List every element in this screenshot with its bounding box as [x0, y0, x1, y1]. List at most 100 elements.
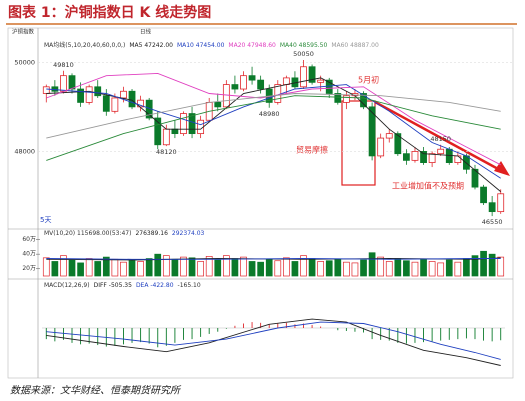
volume-bar — [420, 258, 427, 277]
y-tick-label: 20万 — [22, 265, 36, 272]
annotation: 工业增加值不及预期 — [392, 181, 464, 191]
annotation: 5天 — [40, 216, 51, 224]
candle-body — [137, 99, 145, 108]
volume-bar — [428, 261, 436, 277]
candle-body — [411, 151, 419, 161]
volume-bar — [480, 250, 487, 277]
volume-bar — [385, 261, 393, 277]
volume-bar — [317, 261, 325, 277]
y-tick-label: 40万 — [22, 251, 36, 258]
volume-bar — [102, 256, 110, 277]
volume-bar — [137, 261, 144, 277]
volume-bar — [265, 258, 273, 277]
candle-body — [317, 79, 325, 83]
header-item: MACD(12,26,9) — [44, 282, 90, 289]
candle-body — [180, 113, 187, 135]
candle-body — [480, 186, 487, 204]
candle-body — [334, 93, 342, 103]
volume-bar — [162, 255, 170, 277]
volume-bar — [497, 256, 505, 277]
arrow-head — [494, 161, 510, 176]
volume-bar — [188, 257, 196, 277]
candle-body — [257, 79, 265, 90]
candle-body — [240, 75, 247, 90]
trend-arrow — [374, 100, 501, 172]
candle-body — [77, 88, 84, 103]
volume-bar — [197, 261, 204, 277]
volume-bar — [437, 262, 445, 277]
period: 日线 — [140, 28, 152, 36]
candle-body — [188, 113, 196, 135]
volume-bar — [411, 261, 419, 277]
volume-bar — [222, 255, 230, 277]
volume-bar — [154, 253, 162, 277]
header-item: MV(10,20) 115698.00(53:47) — [44, 230, 131, 237]
volume-bar — [454, 261, 462, 277]
candle-body — [162, 128, 170, 146]
line — [46, 72, 501, 166]
price-label: 48980 — [259, 110, 280, 118]
header-item: MA20 47948.60 — [228, 42, 276, 49]
header-item: MA5 47242.00 — [129, 42, 173, 49]
line — [46, 257, 501, 261]
volume-bar — [205, 256, 213, 277]
volume-bar — [85, 258, 93, 277]
candle-body — [231, 84, 239, 90]
price-label: 50050 — [293, 50, 314, 58]
volume-bar — [394, 258, 402, 277]
candle-body — [437, 148, 445, 155]
frame — [7, 27, 514, 379]
header-item: MA40 48595.50 — [280, 42, 328, 49]
volume-bar — [257, 261, 264, 277]
candle-body — [377, 137, 385, 157]
header-item: DEA -422.80 — [136, 282, 174, 289]
volume-bar — [368, 252, 376, 277]
candle-body — [248, 75, 256, 81]
candle-body — [394, 133, 402, 155]
panel-header: MACD(12,26,9) DIFF -505.35 DEA -422.80 -165… — [44, 282, 201, 289]
volume-bar — [111, 258, 119, 277]
symbol: 沪铜指数 — [12, 28, 35, 36]
volume-bar — [171, 258, 179, 277]
candle-body — [454, 155, 462, 163]
candle-body — [154, 117, 162, 146]
candle-body — [488, 202, 496, 213]
candle-body — [497, 193, 505, 213]
volume-bar — [403, 260, 410, 277]
candle-body — [300, 66, 307, 88]
candle-body — [68, 75, 76, 90]
volume-bar — [325, 260, 333, 277]
volume-bar — [214, 259, 222, 277]
candle-body — [222, 84, 230, 108]
y-tick-label: 48000 — [14, 147, 35, 155]
volume-bar — [343, 261, 350, 277]
candle-body — [42, 86, 50, 94]
candle-body — [325, 79, 333, 94]
y-tick-label: 50000 — [14, 58, 35, 66]
volume-bar — [42, 257, 50, 277]
header-item: DIFF -505.35 — [94, 282, 133, 289]
plot: 48000 50000 49810 50050 48980 48120 48150 46550… — [14, 41, 513, 366]
line — [46, 95, 501, 161]
candle-body — [342, 95, 350, 103]
header-item: MA10 47454.00 — [177, 42, 225, 49]
volume-bar — [471, 255, 479, 277]
panel-header: MV(10,20) 115698.00(53:47) 276389.16 29237… — [44, 230, 205, 237]
volume-bar — [231, 258, 239, 277]
volume-bar — [274, 260, 282, 277]
annotation: 贸易摩擦 — [296, 145, 328, 155]
volume-bar — [283, 257, 290, 277]
panel-header: MA均线(5,10,20,40,60,0,0,) MA5 47242.00 MA10… — [44, 41, 379, 49]
source: 数据来源：文华财经、恒泰期货研究所 — [10, 385, 182, 397]
header-item: MA60 48887.00 — [331, 42, 379, 49]
header-item: 276389.16 — [135, 230, 168, 237]
candle-body — [60, 75, 67, 92]
candle-body — [308, 66, 316, 83]
volume-bar — [463, 258, 470, 277]
candle-body — [385, 133, 393, 139]
y-tick-label: 60万 — [22, 236, 36, 243]
volume-bar — [145, 258, 153, 277]
line — [46, 321, 501, 360]
header-item: -165.10 — [178, 282, 201, 289]
